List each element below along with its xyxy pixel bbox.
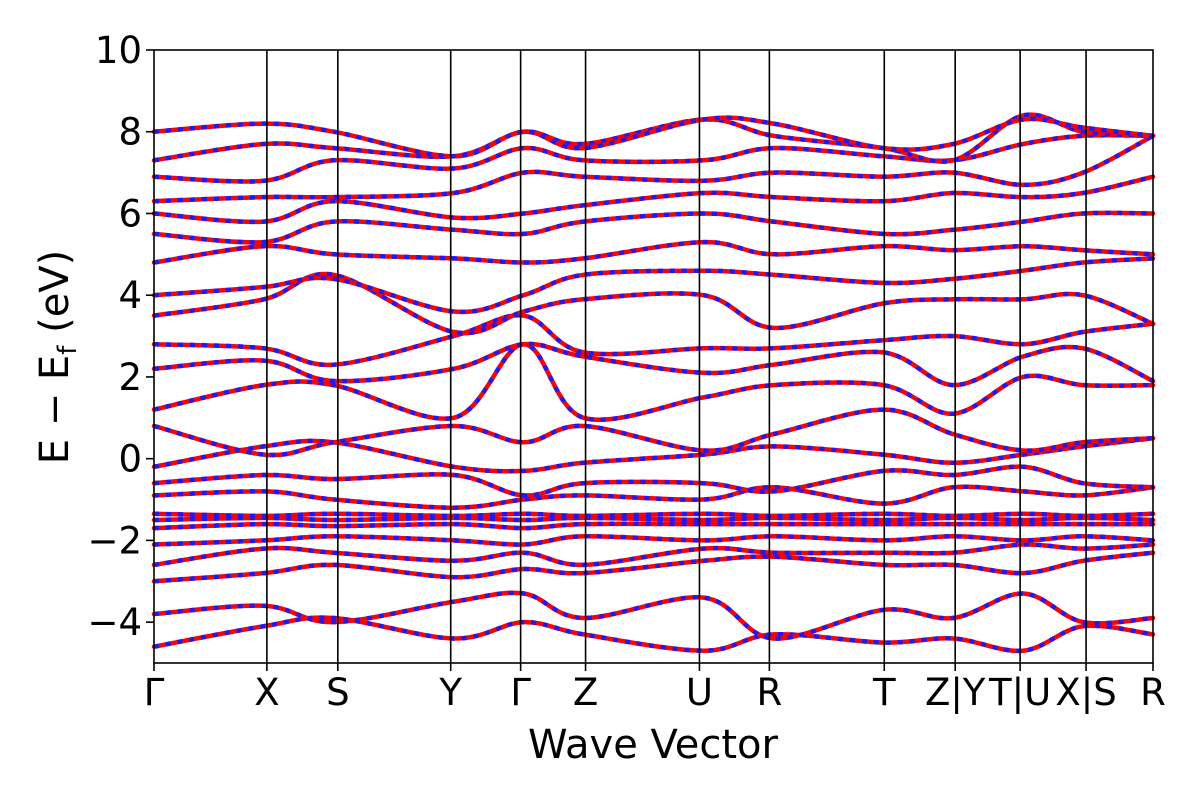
band-line-overlay-2: [153, 590, 1154, 641]
high-symmetry-lines: [266, 50, 1087, 663]
band-line-overlay-21: [153, 133, 1155, 204]
y-tick-label-5: 4: [118, 274, 142, 317]
band-line-overlay-1: [153, 615, 1154, 654]
x-tick-label-8: R: [757, 671, 783, 714]
y-tick-label-3: 0: [118, 438, 142, 481]
band-line-overlay-13: [153, 341, 1154, 423]
x-tick-label-7: U: [686, 671, 713, 714]
x-tick-label-13: R: [1140, 671, 1166, 714]
x-tick-label-5: Γ: [510, 671, 531, 714]
band-line-overlay-10: [153, 464, 1154, 498]
band-line-overlay-23: [153, 112, 1154, 164]
band-line-overlay-6: [153, 521, 1153, 531]
band-line-overlay-19: [153, 210, 1154, 245]
y-tick-label-8: 10: [95, 29, 142, 72]
band-line-23: [151, 112, 1156, 164]
x-tick-label-3: S: [326, 671, 350, 714]
x-tick-label-4: Y: [438, 671, 462, 714]
x-tick-label-11: T|U: [988, 671, 1051, 714]
band-line-6: [151, 521, 1156, 531]
y-axis-title-group: E − Ef (eV): [32, 250, 83, 465]
band-line-overlay-7: [153, 515, 1154, 523]
x-tick-label-12: X|S: [1055, 671, 1116, 714]
x-tick-label-1: Γ: [144, 671, 165, 714]
band-line-2: [151, 590, 1156, 641]
band-lines: [151, 112, 1156, 654]
plot-frame: [153, 49, 1154, 664]
y-axis-title-main: E − E: [32, 355, 78, 465]
band-line-13: [151, 341, 1156, 423]
y-axis-title: E − Ef (eV): [32, 250, 83, 465]
y-tick-label-2: −2: [87, 519, 142, 562]
y-tick-label-6: 6: [118, 192, 142, 235]
y-tick-label-1: −4: [87, 601, 142, 644]
band-line-overlay-24: [153, 115, 1154, 159]
band-line-overlay-20: [153, 174, 1154, 225]
band-line-overlay-4: [153, 542, 1154, 568]
band-line-overlay-3: [153, 550, 1154, 584]
band-line-16: [151, 271, 1156, 336]
y-tick-label-7: 8: [118, 111, 142, 154]
band-line-8: [151, 511, 1156, 519]
band-line-overlay-9: [153, 484, 1154, 510]
band-line-12: [151, 407, 1156, 458]
x-axis-ticks: Γ X S Y Γ Z U R T Z|Y T|U X|S R: [144, 663, 1166, 714]
band-line-overlay-18: [153, 239, 1154, 265]
band-line-22: [151, 132, 1156, 184]
band-line-overlay-16: [153, 271, 1154, 336]
band-line-15: [151, 313, 1156, 368]
x-tick-label-9: T: [872, 671, 896, 714]
band-line-overlay-14: [153, 341, 1154, 388]
band-line-5: [151, 533, 1156, 547]
band-line-overlay-17: [153, 256, 1154, 315]
band-line-overlay-22: [153, 132, 1154, 184]
band-line-7: [151, 515, 1156, 523]
band-line-overlay-8: [153, 511, 1154, 519]
x-tick-label-2: X: [254, 671, 279, 714]
y-tick-label-4: 2: [118, 356, 142, 399]
y-axis-title-subscript: f: [53, 345, 83, 355]
band-line-overlay-12: [153, 407, 1154, 458]
band-line-17: [151, 256, 1156, 315]
band-line-overlay-5: [153, 533, 1154, 547]
band-line-overlay-15: [153, 313, 1154, 368]
y-axis-title-unit: (eV): [32, 250, 78, 346]
y-axis-ticks: −4 −2 0 2 4 6 8 10: [87, 29, 154, 644]
x-tick-label-10: Z|Y: [925, 671, 986, 714]
x-tick-label-6: Z: [573, 671, 598, 714]
x-axis-title: Wave Vector: [528, 722, 779, 768]
